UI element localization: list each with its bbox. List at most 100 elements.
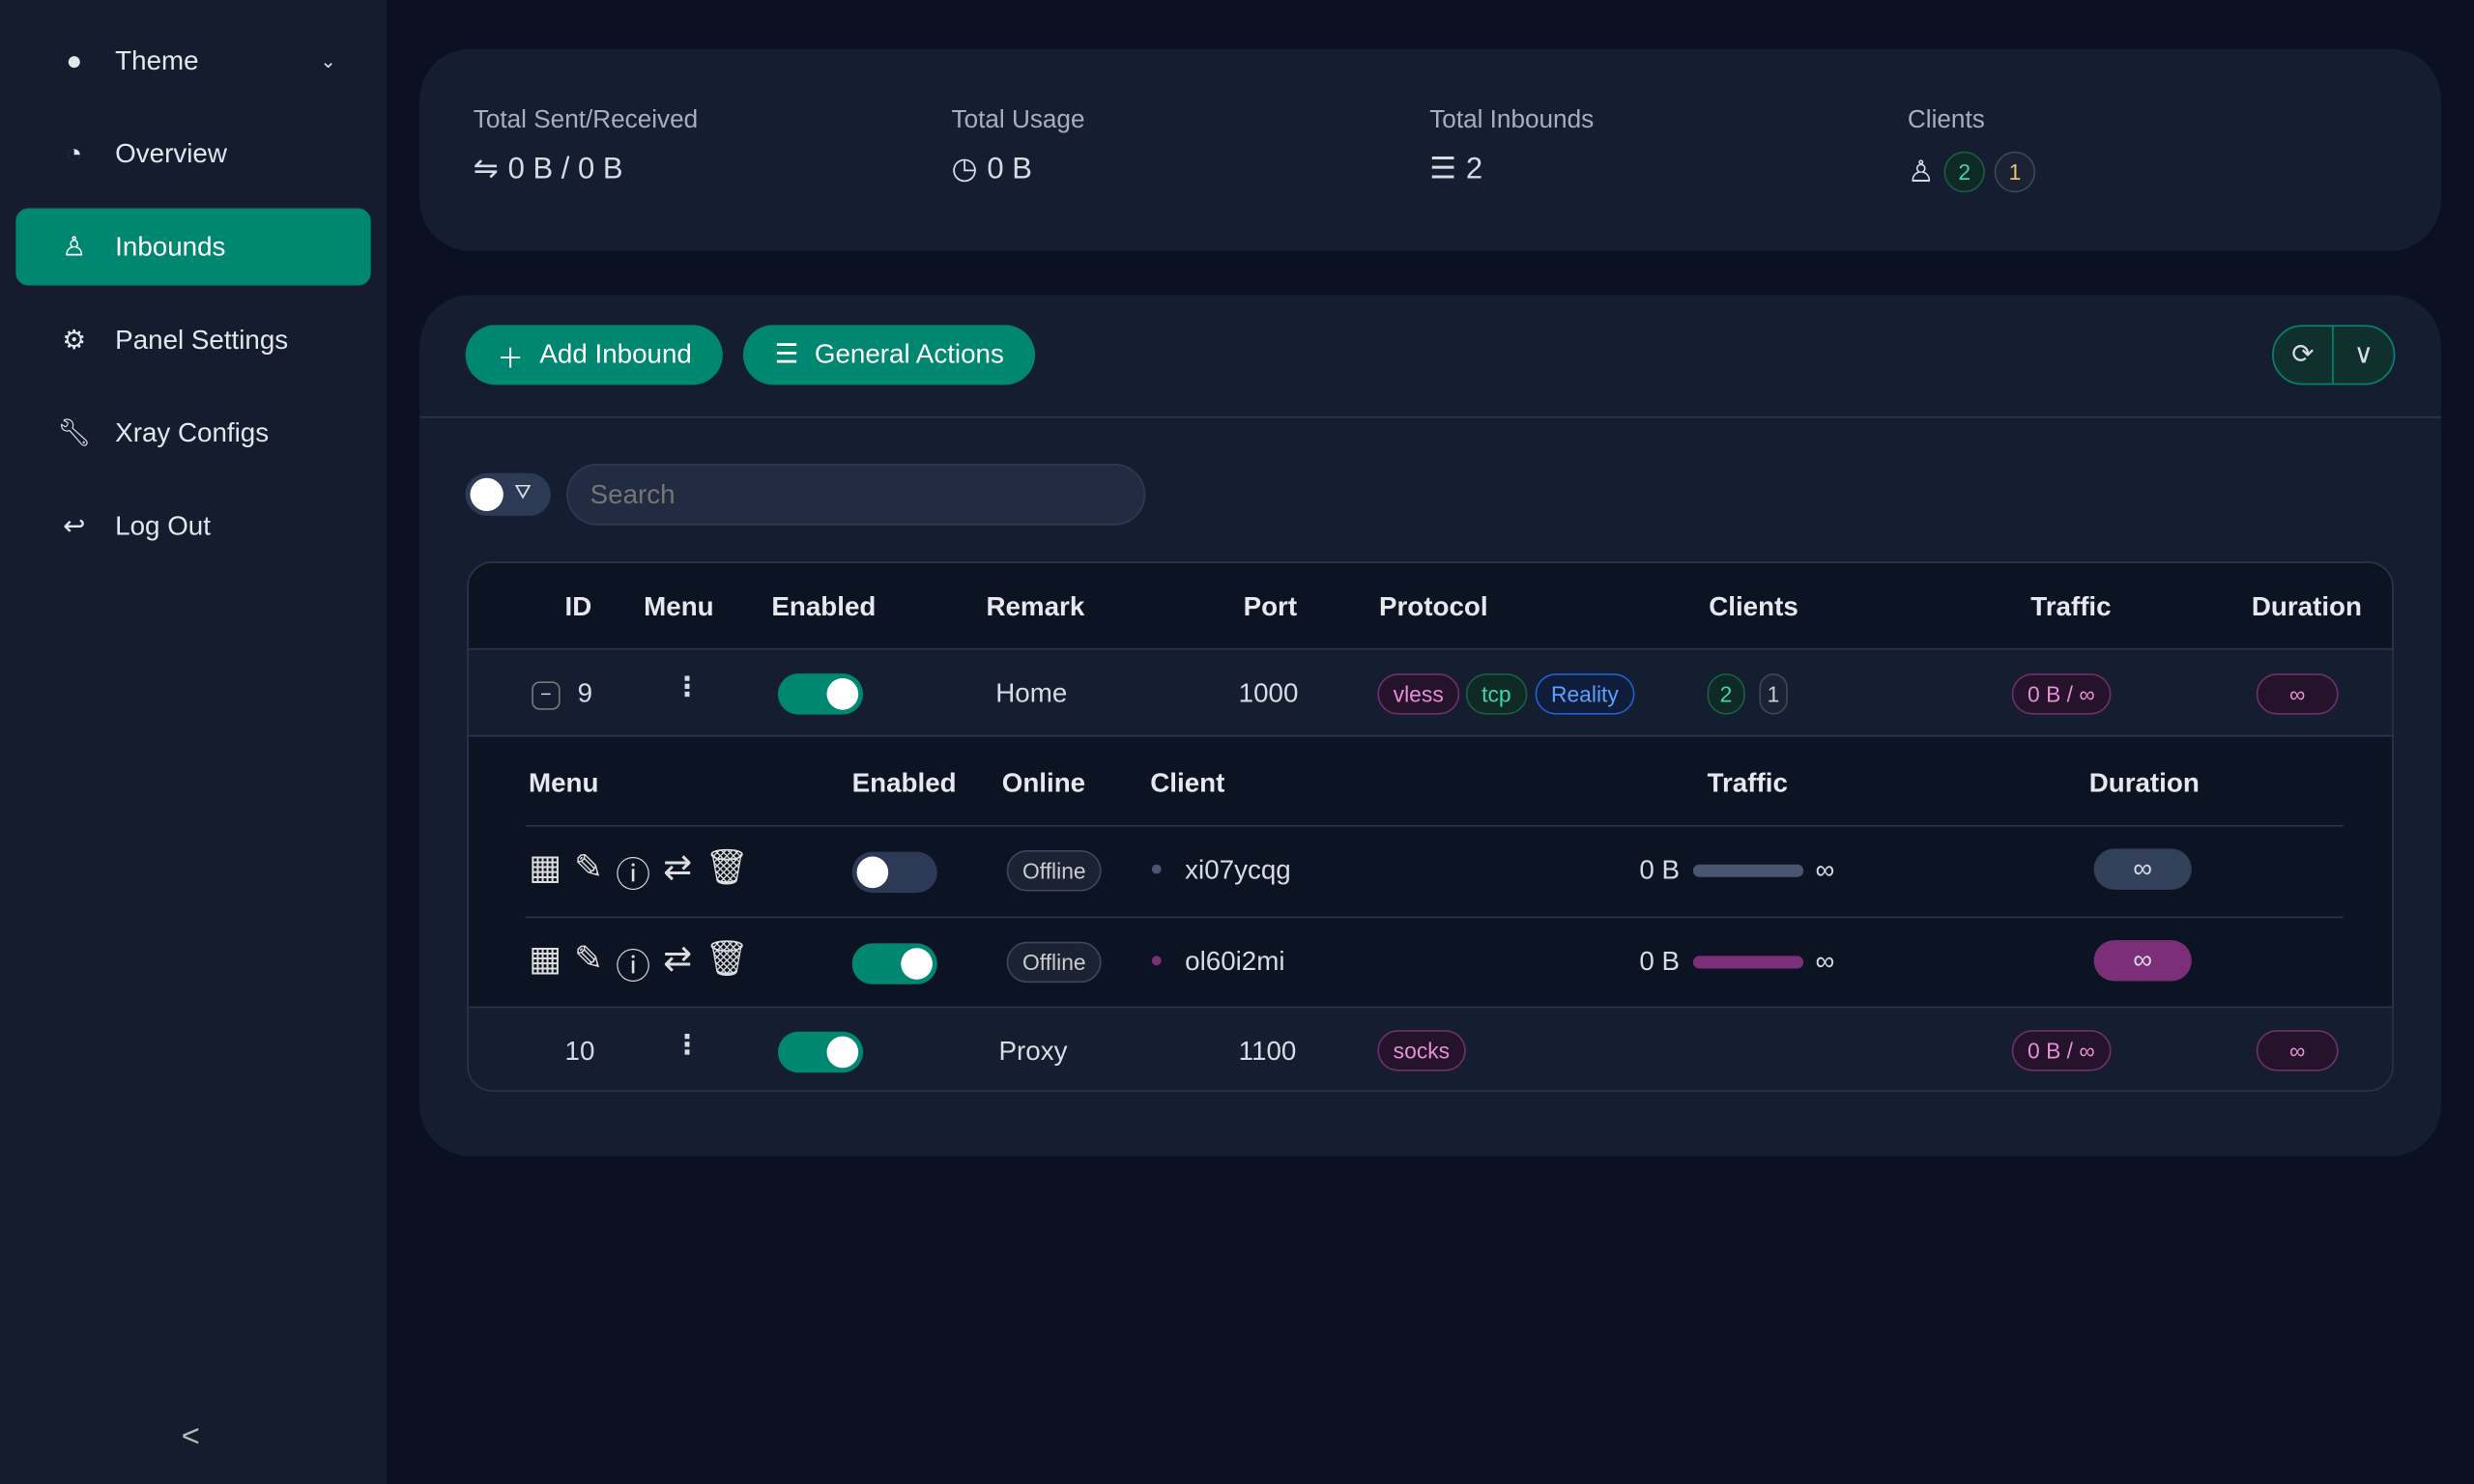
stat-label: Total Usage xyxy=(951,107,1085,134)
column-header-online: Online xyxy=(1001,768,1086,799)
sidebar-item-log-out[interactable]: ↩ Log Out xyxy=(15,488,370,565)
client-traffic: 0 B ∞ xyxy=(1639,855,1834,887)
reset-traffic-icon[interactable]: ⇄ xyxy=(663,846,693,887)
more-vertical-icon[interactable]: ⋮ xyxy=(674,1030,701,1061)
sidebar-item-xray-configs[interactable]: 🔧︎ Xray Configs xyxy=(15,394,370,471)
sidebar-item-label: Overview xyxy=(115,137,227,168)
refresh-icon: ⟳ xyxy=(2291,339,2315,370)
chevron-down-icon: ⌄ xyxy=(320,49,336,72)
reset-traffic-icon[interactable]: ⇄ xyxy=(663,938,693,979)
client-row: ▦ ✎ ⓘ ⇄ 🗑︎ Offline ol60i2mi 0 B ∞ ∞ xyxy=(469,918,2392,1008)
bulb-icon: ● xyxy=(66,44,83,75)
traffic-tag: 0 B / ∞ xyxy=(2011,1030,2112,1071)
column-header-id[interactable]: ID xyxy=(564,591,592,622)
sidebar-item-label: Inbounds xyxy=(115,231,226,262)
sidebar-item-panel-settings[interactable]: ⚙ Panel Settings xyxy=(15,301,370,379)
online-status-tag: Offline xyxy=(1006,850,1102,892)
status-dot xyxy=(1151,864,1162,874)
sidebar-item-label: Log Out xyxy=(115,510,211,541)
filter-toggle[interactable]: ⛛ xyxy=(465,472,551,516)
column-header-traffic: Traffic xyxy=(2030,591,2112,622)
table-row: − 9 ⋮ Home 1000 vless tcp Reality 2 1 0 … xyxy=(468,648,2393,737)
menu-icon: ☰ xyxy=(774,339,799,370)
client-enabled-toggle[interactable] xyxy=(851,943,937,985)
collapse-sidebar-button[interactable]: < xyxy=(181,1419,200,1455)
user-icon: ♙ xyxy=(62,231,87,262)
traffic-used: 0 B xyxy=(1639,946,1681,977)
button-label: General Actions xyxy=(814,339,1004,370)
column-header-menu: Menu xyxy=(528,768,599,799)
column-header-client: Client xyxy=(1150,768,1225,799)
stat-value: 0 B xyxy=(987,152,1032,186)
stat-label: Clients xyxy=(1907,107,1985,134)
divider xyxy=(419,416,2441,418)
column-header-duration: Duration xyxy=(2251,591,2362,622)
chevron-down-icon: ∨ xyxy=(2353,339,2373,370)
inbound-remark: Home xyxy=(995,678,1068,709)
inbound-enabled-toggle[interactable] xyxy=(777,673,864,715)
traffic-limit: ∞ xyxy=(1815,946,1835,977)
search-input[interactable] xyxy=(566,464,1146,526)
stat-inbounds: Total Inbounds ☰ 2 xyxy=(1429,107,1594,187)
stat-clients: Clients ♙ 2 1 xyxy=(1907,107,2036,193)
column-header-menu: Menu xyxy=(644,591,714,622)
protocol-tag: socks xyxy=(1377,1030,1466,1071)
duration-tag: ∞ xyxy=(2093,848,2192,890)
client-enabled-toggle[interactable] xyxy=(851,851,937,894)
inbounds-table: ID Menu Enabled Remark Port Protocol Cli… xyxy=(467,561,2394,1092)
qr-code-icon[interactable]: ▦ xyxy=(528,938,561,979)
sidebar-item-label: Theme xyxy=(115,44,199,75)
clients-active-badge: 2 xyxy=(1943,151,1986,193)
traffic-progress-bar xyxy=(1692,956,1803,969)
traffic-progress-bar xyxy=(1692,864,1803,877)
online-status-tag: Offline xyxy=(1006,941,1102,984)
users-icon: ♙ xyxy=(1907,155,1935,189)
plus-icon: ＋ xyxy=(497,343,525,374)
button-label: Add Inbound xyxy=(539,339,692,370)
info-icon[interactable]: ⓘ xyxy=(616,946,651,986)
refresh-group: ⟳ ∨ xyxy=(2272,325,2396,385)
sidebar-item-theme[interactable]: ● Theme ⌄ xyxy=(15,22,370,100)
edit-icon[interactable]: ✎ xyxy=(573,846,604,887)
client-email: xi07ycqg xyxy=(1185,854,1291,885)
client-email: ol60i2mi xyxy=(1185,946,1285,977)
pie-chart-icon: ◷ xyxy=(951,153,978,186)
sidebar-item-label: Panel Settings xyxy=(115,324,289,355)
stat-label: Total Inbounds xyxy=(1429,107,1595,134)
delete-icon[interactable]: 🗑︎ xyxy=(705,846,749,887)
traffic-tag: 0 B / ∞ xyxy=(2011,673,2112,715)
dashboard-icon: ◔ xyxy=(66,137,83,168)
clients-other-badge[interactable]: 1 xyxy=(1759,673,1788,715)
general-actions-button[interactable]: ☰ General Actions xyxy=(743,325,1036,385)
client-row: ▦ ✎ ⓘ ⇄ 🗑︎ Offline xi07ycqg 0 B ∞ ∞ xyxy=(469,827,2392,917)
info-icon[interactable]: ⓘ xyxy=(616,854,651,895)
sidebar-item-overview[interactable]: ◔ Overview xyxy=(15,115,370,192)
table-row: 10 ⋮ Proxy 1100 socks 0 B / ∞ ∞ xyxy=(468,1006,2393,1091)
duration-tag: ∞ xyxy=(2256,673,2339,715)
inbound-port: 1100 xyxy=(1238,1036,1297,1067)
delete-icon[interactable]: 🗑︎ xyxy=(705,938,749,979)
list-icon: ☰ xyxy=(1429,153,1457,186)
duration-tag: ∞ xyxy=(2256,1030,2339,1071)
clients-active-badge[interactable]: 2 xyxy=(1707,673,1745,715)
collapse-row-button[interactable]: − xyxy=(532,681,561,710)
protocol-tag: vless xyxy=(1377,673,1460,715)
refresh-options-dropdown[interactable]: ∨ xyxy=(2334,327,2394,384)
add-inbound-button[interactable]: ＋ Add Inbound xyxy=(465,325,724,385)
traffic-used: 0 B xyxy=(1639,854,1681,885)
sidebar-item-inbounds[interactable]: ♙ Inbounds xyxy=(15,208,371,286)
status-dot xyxy=(1151,956,1162,966)
stats-card xyxy=(419,48,2441,251)
column-header-remark: Remark xyxy=(986,591,1085,622)
column-header-clients: Clients xyxy=(1709,591,1798,622)
more-vertical-icon[interactable]: ⋮ xyxy=(674,671,701,702)
qr-code-icon[interactable]: ▦ xyxy=(528,846,561,887)
stat-usage: Total Usage ◷ 0 B xyxy=(952,107,1085,187)
stat-value: 0 B / 0 B xyxy=(507,152,623,186)
refresh-button[interactable]: ⟳ xyxy=(2274,326,2334,384)
transfer-icon: ⇋ xyxy=(473,153,499,186)
inbound-enabled-toggle[interactable] xyxy=(777,1031,864,1073)
gear-icon: ⚙ xyxy=(62,324,87,355)
edit-icon[interactable]: ✎ xyxy=(573,938,604,979)
column-header-protocol: Protocol xyxy=(1378,591,1488,622)
